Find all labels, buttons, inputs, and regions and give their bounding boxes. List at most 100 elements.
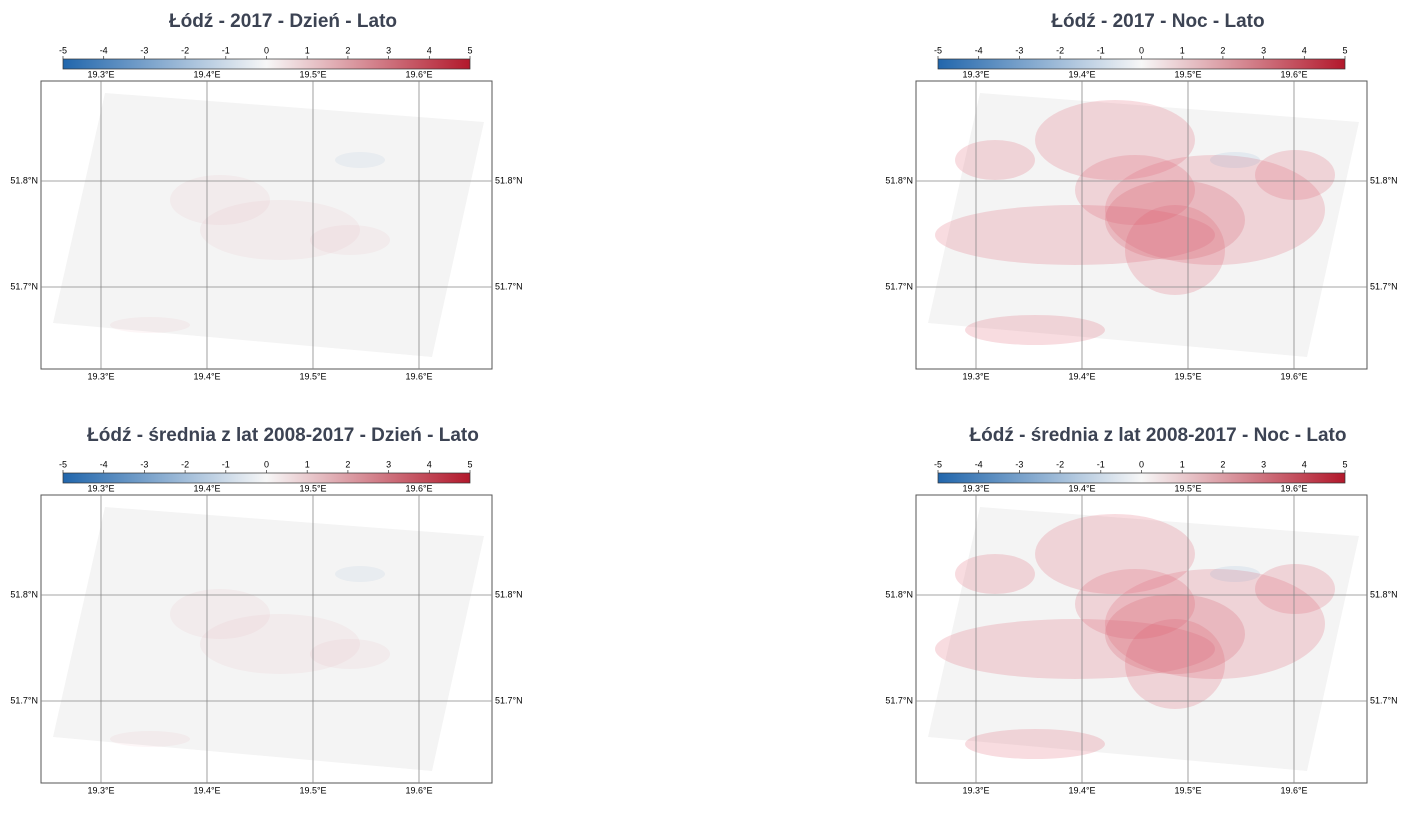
cool-area: [335, 152, 385, 168]
colorbar-tick-label: -5: [934, 459, 942, 469]
colorbar-tick-label: -3: [1015, 45, 1023, 55]
heat-area: [110, 317, 190, 333]
map-panel: Łódź - 2017 - Dzień - Lato -5 -4 -3 -2 -1 0 1 2 3…: [10, 11, 522, 381]
colorbar-tick-label: -2: [1056, 459, 1064, 469]
colorbar-tick-label: 1: [305, 45, 310, 55]
heat-area: [310, 225, 390, 255]
heat-area: [1105, 155, 1325, 265]
colorbar: [937, 472, 1346, 484]
colorbar-tick-label: -3: [140, 45, 148, 55]
colorbar-tick-label: 4: [427, 459, 432, 469]
lon-label: 19.6°E: [1280, 371, 1307, 381]
colorbar-tick-label: -4: [100, 45, 108, 55]
lat-label: 51.7°N: [10, 695, 38, 705]
lat-label: 51.8°N: [495, 589, 523, 599]
lat-label: 51.8°N: [495, 175, 523, 185]
colorbar-tick-label: -1: [222, 459, 230, 469]
lon-label: 19.6°E: [405, 371, 432, 381]
heat-area: [310, 639, 390, 669]
heat-area: [1075, 155, 1195, 225]
lat-label: 51.8°N: [885, 589, 913, 599]
lat-label: 51.8°N: [10, 175, 38, 185]
lon-label: 19.5°E: [299, 785, 326, 795]
heat-area: [965, 315, 1105, 345]
cool-area: [1210, 152, 1260, 168]
raster-footprint: [53, 507, 484, 771]
lat-label: 51.7°N: [885, 695, 913, 705]
heat-area: [935, 205, 1215, 265]
colorbar-tick-label: 3: [386, 45, 391, 55]
colorbar-tick-label: 3: [1261, 459, 1266, 469]
lat-label: 51.8°N: [10, 589, 38, 599]
heat-area: [1035, 514, 1195, 594]
lon-label: 19.5°E: [299, 69, 326, 79]
heat-area: [1105, 569, 1325, 679]
panel-title: Łódź - średnia z lat 2008-2017 - Dzień -…: [87, 425, 479, 446]
lon-label: 19.5°E: [299, 371, 326, 381]
lon-label: 19.5°E: [1174, 785, 1201, 795]
heat-area: [170, 175, 270, 225]
lon-label: 19.3°E: [962, 371, 989, 381]
lon-label: 19.3°E: [87, 69, 114, 79]
lon-label: 19.6°E: [405, 69, 432, 79]
colorbar-tick-label: 0: [1139, 45, 1144, 55]
panel-title: Łódź - 2017 - Dzień - Lato: [169, 11, 397, 32]
lat-label: 51.7°N: [495, 281, 523, 291]
heat-area: [1255, 150, 1335, 200]
heat-core: [1105, 594, 1245, 674]
colorbar: [62, 58, 471, 70]
lon-label: 19.6°E: [405, 483, 432, 493]
lat-label: 51.8°N: [1370, 175, 1398, 185]
colorbar-tick-label: 0: [1139, 459, 1144, 469]
lon-label: 19.6°E: [405, 785, 432, 795]
colorbar-tick-label: 2: [345, 45, 350, 55]
panel-title: Łódź - 2017 - Noc - Lato: [1051, 11, 1264, 32]
lon-label: 19.5°E: [1174, 371, 1201, 381]
heat-core: [1105, 180, 1245, 260]
colorbar-tick-label: 0: [264, 459, 269, 469]
colorbar-tick-label: -1: [1097, 45, 1105, 55]
lon-label: 19.5°E: [1174, 483, 1201, 493]
colorbar-tick-label: -2: [181, 459, 189, 469]
heat-area: [1125, 619, 1225, 709]
map-panel: Łódź - średnia z lat 2008-2017 - Noc - L…: [885, 425, 1397, 795]
colorbar-tick-label: 2: [1220, 459, 1225, 469]
lon-label: 19.3°E: [87, 371, 114, 381]
lon-label: 19.3°E: [87, 785, 114, 795]
colorbar-tick-label: -4: [100, 459, 108, 469]
raster-footprint: [928, 507, 1359, 771]
lon-label: 19.3°E: [87, 483, 114, 493]
colorbar-tick-label: -3: [1015, 459, 1023, 469]
lon-label: 19.6°E: [1280, 483, 1307, 493]
colorbar-tick-label: 1: [1180, 459, 1185, 469]
colorbar-tick-label: 1: [1180, 45, 1185, 55]
lon-label: 19.4°E: [1068, 483, 1095, 493]
colorbar-tick-label: 5: [467, 459, 472, 469]
heat-area: [955, 554, 1035, 594]
cool-area: [1210, 566, 1260, 582]
lon-label: 19.6°E: [1280, 785, 1307, 795]
lon-label: 19.5°E: [299, 483, 326, 493]
heat-area: [1125, 205, 1225, 295]
lat-label: 51.8°N: [1370, 589, 1398, 599]
heat-area: [170, 589, 270, 639]
lon-label: 19.4°E: [193, 483, 220, 493]
colorbar-tick-label: -2: [1056, 45, 1064, 55]
lon-label: 19.3°E: [962, 785, 989, 795]
colorbar: [937, 58, 1346, 70]
lon-label: 19.4°E: [193, 785, 220, 795]
colorbar-tick-label: 4: [1302, 45, 1307, 55]
colorbar-tick-label: -5: [59, 459, 67, 469]
lon-label: 19.6°E: [1280, 69, 1307, 79]
heat-area: [1035, 100, 1195, 180]
map-panel: Łódź - średnia z lat 2008-2017 - Dzień -…: [10, 425, 522, 795]
lat-label: 51.7°N: [10, 281, 38, 291]
colorbar-tick-label: 4: [1302, 459, 1307, 469]
colorbar-tick-label: -2: [181, 45, 189, 55]
colorbar-tick-label: 5: [467, 45, 472, 55]
heat-area: [110, 731, 190, 747]
colorbar: [62, 472, 471, 484]
colorbar-tick-label: 4: [427, 45, 432, 55]
lon-label: 19.4°E: [1068, 371, 1095, 381]
